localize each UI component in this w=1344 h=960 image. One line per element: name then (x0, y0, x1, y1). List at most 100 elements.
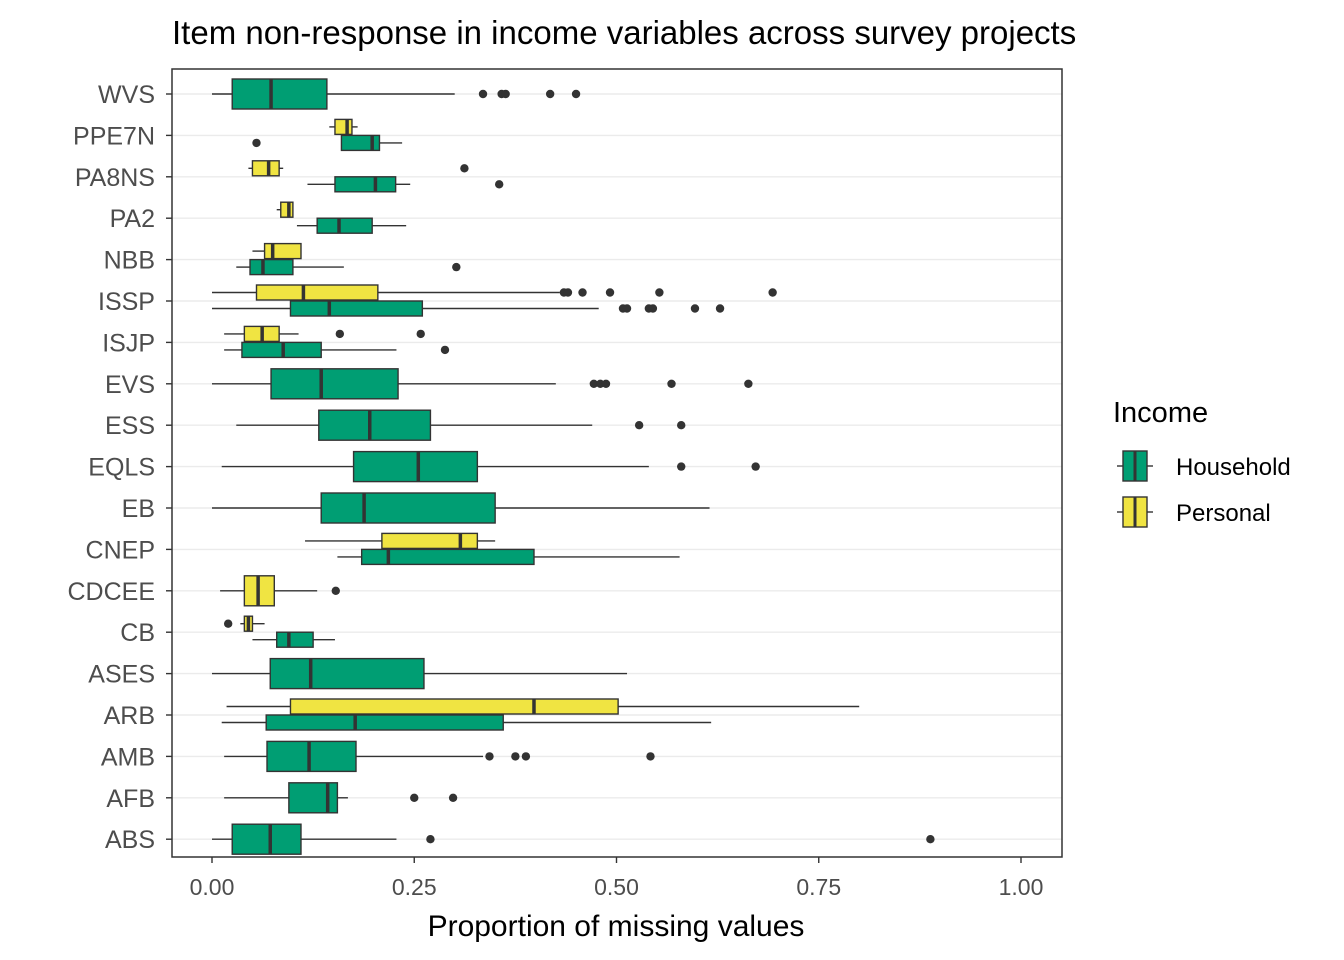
category-label-nbb: NBB (104, 247, 155, 275)
x-axis: 0.00 0.25 0.50 0.75 1.00 (190, 857, 1044, 900)
box-arb-personal (226, 698, 860, 715)
legend-item-personal: Personal (1117, 496, 1271, 528)
category-label-amb: AMB (101, 743, 155, 771)
outlier-abs-household-0 (426, 835, 435, 844)
outlier-pa8ns-household-0 (494, 180, 504, 189)
outlier-isjp-personal-0 (335, 329, 345, 339)
box-body-pa2-personal (280, 201, 294, 218)
outlier-pa8ns-personal-0 (460, 164, 469, 173)
outlier-cdcee-personal-0 (331, 586, 340, 595)
panel-border (171, 68, 1063, 858)
box-ppe7n-personal (329, 118, 358, 136)
box-body-ess-household (318, 409, 432, 441)
category-label-pa2: PA2 (110, 205, 155, 233)
box-nbb-personal (252, 242, 302, 260)
box-series (212, 78, 935, 855)
box-pa8ns-personal (248, 160, 469, 177)
box-body-ppe7n-personal (334, 118, 353, 136)
category-label-ppe7n: PPE7N (73, 122, 155, 150)
outlier-ppe7n-household-0 (252, 138, 261, 148)
x-tick-label-3: 0.75 (796, 874, 841, 900)
category-label-evs: EVS (105, 371, 155, 399)
outlier-ess-household-1 (677, 421, 686, 430)
box-body-nbb-household (249, 258, 294, 276)
outlier-wvs-household-2 (501, 89, 510, 99)
box-issp-personal (212, 284, 777, 301)
box-body-cb-household (276, 631, 314, 648)
box-abs-household (212, 823, 935, 855)
outlier-ess-household-0 (634, 421, 644, 430)
box-body-evs-household (270, 368, 399, 400)
outlier-wvs-household-0 (478, 89, 488, 99)
box-body-nbb-personal (263, 242, 302, 260)
outlier-amb-household-1 (511, 752, 520, 761)
outlier-isjp-household-0 (440, 345, 450, 355)
outlier-evs-household-2 (601, 379, 611, 388)
box-body-pa2-household (316, 217, 373, 234)
box-amb-household (224, 740, 655, 773)
box-body-issp-personal (255, 284, 379, 301)
outlier-issp-personal-4 (655, 288, 664, 297)
box-body-issp-household (289, 300, 424, 317)
box-eb-household (212, 492, 710, 524)
x-tick-label-0: 0.00 (190, 874, 235, 900)
category-label-cnep: CNEP (86, 536, 155, 564)
outlier-issp-household-5 (715, 304, 725, 313)
category-label-pa8ns: PA8NS (75, 164, 155, 192)
outlier-afb-household-1 (448, 793, 458, 802)
outlier-issp-household-1 (622, 304, 632, 313)
outlier-amb-household-3 (646, 752, 655, 761)
box-body-pa8ns-household (334, 176, 397, 193)
box-wvs-household (212, 78, 581, 110)
outlier-wvs-household-4 (571, 89, 581, 99)
category-label-cdcee: CDCEE (67, 578, 155, 606)
box-pa2-household (296, 217, 407, 234)
box-ppe7n-household (252, 134, 403, 152)
box-body-abs-household (231, 823, 302, 855)
box-body-arb-household (265, 714, 504, 731)
category-label-eb: EB (122, 495, 155, 523)
category-label-ess: ESS (105, 412, 155, 440)
box-cb-personal (223, 615, 265, 632)
box-body-arb-personal (289, 698, 619, 715)
chart-title: Item non-response in income variables ac… (172, 14, 1076, 51)
category-label-cb: CB (120, 619, 155, 647)
outlier-evs-household-0 (589, 379, 599, 388)
x-tick-label-1: 0.25 (392, 874, 437, 900)
box-nbb-household (236, 258, 461, 276)
box-body-ases-household (269, 657, 425, 690)
box-cnep-personal (305, 532, 496, 550)
outlier-issp-personal-1 (563, 288, 573, 297)
outlier-issp-personal-5 (768, 288, 777, 297)
box-afb-household (224, 782, 458, 814)
box-isjp-personal (224, 325, 425, 343)
box-cnep-household (337, 548, 680, 566)
outlier-amb-household-2 (521, 752, 531, 761)
outlier-wvs-household-3 (545, 89, 555, 99)
box-body-ppe7n-household (340, 134, 381, 152)
box-body-amb-household (266, 740, 357, 773)
box-body-cnep-household (360, 548, 535, 566)
box-arb-household (221, 714, 712, 731)
outlier-abs-household-1 (926, 835, 935, 844)
category-label-issp: ISSP (98, 288, 155, 316)
box-body-cnep-personal (381, 532, 479, 550)
box-body-afb-household (288, 782, 339, 814)
outlier-eqls-household-1 (751, 462, 760, 471)
category-label-afb: AFB (106, 785, 155, 813)
x-tick-label-4: 1.00 (999, 874, 1044, 900)
outlier-issp-personal-3 (605, 288, 615, 297)
box-body-pa8ns-personal (251, 160, 280, 177)
x-axis-title: Proportion of missing values (428, 910, 805, 943)
outlier-issp-household-3 (648, 304, 658, 313)
legend-title: Income (1113, 397, 1208, 429)
outlier-afb-household-0 (410, 793, 419, 802)
outlier-isjp-personal-1 (416, 329, 425, 339)
category-axis: WVS PPE7N PA8NS PA2 NBB ISSP ISJP EVS ESS EQLS EB C… (67, 81, 172, 854)
category-label-abs: ABS (105, 826, 155, 854)
outlier-issp-household-4 (690, 304, 700, 313)
outlier-nbb-household-0 (452, 262, 461, 272)
box-evs-household (212, 368, 753, 400)
box-pa2-personal (276, 201, 294, 218)
